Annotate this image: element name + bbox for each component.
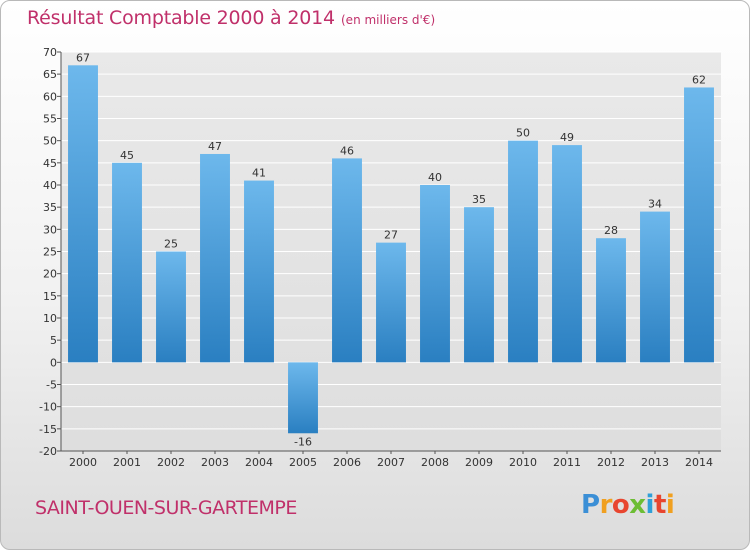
data-label-2006: 46 (340, 144, 354, 157)
data-label-2007: 27 (384, 229, 398, 242)
bar-2002 (156, 251, 186, 363)
y-tick-label: 55 (43, 113, 57, 126)
x-tick-label: 2013 (641, 456, 669, 469)
bar-2014 (684, 87, 714, 363)
data-label-2014: 62 (692, 73, 706, 86)
bar-2006 (332, 158, 362, 363)
x-tick-label: 2011 (553, 456, 581, 469)
bar-2010 (508, 140, 538, 363)
x-tick-label: 2007 (377, 456, 405, 469)
data-label-2005: -16 (294, 435, 312, 448)
y-tick-label: -5 (46, 379, 57, 392)
bar-2007 (376, 242, 406, 363)
chart-unit: (en milliers d'€) (341, 13, 436, 27)
x-tick-label: 2004 (245, 456, 273, 469)
bar-2009 (464, 207, 494, 363)
data-label-2009: 35 (472, 193, 486, 206)
data-label-2013: 34 (648, 198, 662, 211)
bar-2001 (112, 162, 142, 363)
bar-2004 (244, 180, 274, 363)
x-tick-label: 2008 (421, 456, 449, 469)
y-tick-label: 25 (43, 246, 57, 259)
y-tick-label: 0 (50, 356, 57, 369)
bar-2012 (596, 238, 626, 363)
data-label-2000: 67 (76, 51, 90, 64)
bar-2013 (640, 211, 670, 363)
data-label-2002: 25 (164, 238, 178, 251)
x-tick-label: 2009 (465, 456, 493, 469)
x-tick-label: 2002 (157, 456, 185, 469)
commune-name: SAINT-OUEN-SUR-GARTEMPE (35, 497, 297, 519)
y-tick-label: 65 (43, 68, 57, 81)
data-label-2003: 47 (208, 140, 222, 153)
y-tick-label: -20 (39, 445, 57, 458)
y-tick-label: 5 (50, 334, 57, 347)
y-tick-label: 70 (43, 46, 57, 59)
x-tick-label: 2010 (509, 456, 537, 469)
y-tick-label: 35 (43, 201, 57, 214)
data-label-2001: 45 (120, 149, 134, 162)
x-axis: 2000 2001 2002 2003 2004 2005 2006 2007 2008 2009… (61, 450, 721, 469)
y-tick-label: 45 (43, 157, 57, 170)
x-tick-label: 2003 (201, 456, 229, 469)
y-tick-label: 40 (43, 179, 57, 192)
data-label-2004: 41 (252, 167, 266, 180)
y-tick-label: -15 (39, 423, 57, 436)
y-tick-label: 20 (43, 268, 57, 281)
y-tick-label: 60 (43, 90, 57, 103)
proxiti-logo: Proxiti (581, 490, 675, 520)
bar-2008 (420, 185, 450, 363)
x-tick-label: 2014 (685, 456, 713, 469)
y-tick-label: 50 (43, 135, 57, 148)
y-tick-label: 15 (43, 290, 57, 303)
y-tick-label: 10 (43, 312, 57, 325)
x-tick-label: 2001 (113, 456, 141, 469)
y-tick-label: 30 (43, 223, 57, 236)
x-tick-label: 2006 (333, 456, 361, 469)
x-tick-label: 2012 (597, 456, 625, 469)
bar-2003 (200, 153, 230, 363)
chart-title: Résultat Comptable 2000 à 2014 (27, 7, 335, 29)
bar-2011 (552, 145, 582, 363)
x-tick-label: 2005 (289, 456, 317, 469)
bars (68, 65, 714, 434)
data-label-2012: 28 (604, 224, 618, 237)
data-label-2010: 50 (516, 127, 530, 140)
x-tick-label: 2000 (69, 456, 97, 469)
bar-2005 (288, 362, 318, 434)
data-labels: 67 45 25 47 41 -16 46 27 40 35 50 49 28 34 62 (76, 51, 706, 448)
data-label-2011: 49 (560, 131, 574, 144)
data-label-2008: 40 (428, 171, 442, 184)
y-tick-label: -10 (39, 401, 57, 414)
bar-2000 (68, 65, 98, 363)
